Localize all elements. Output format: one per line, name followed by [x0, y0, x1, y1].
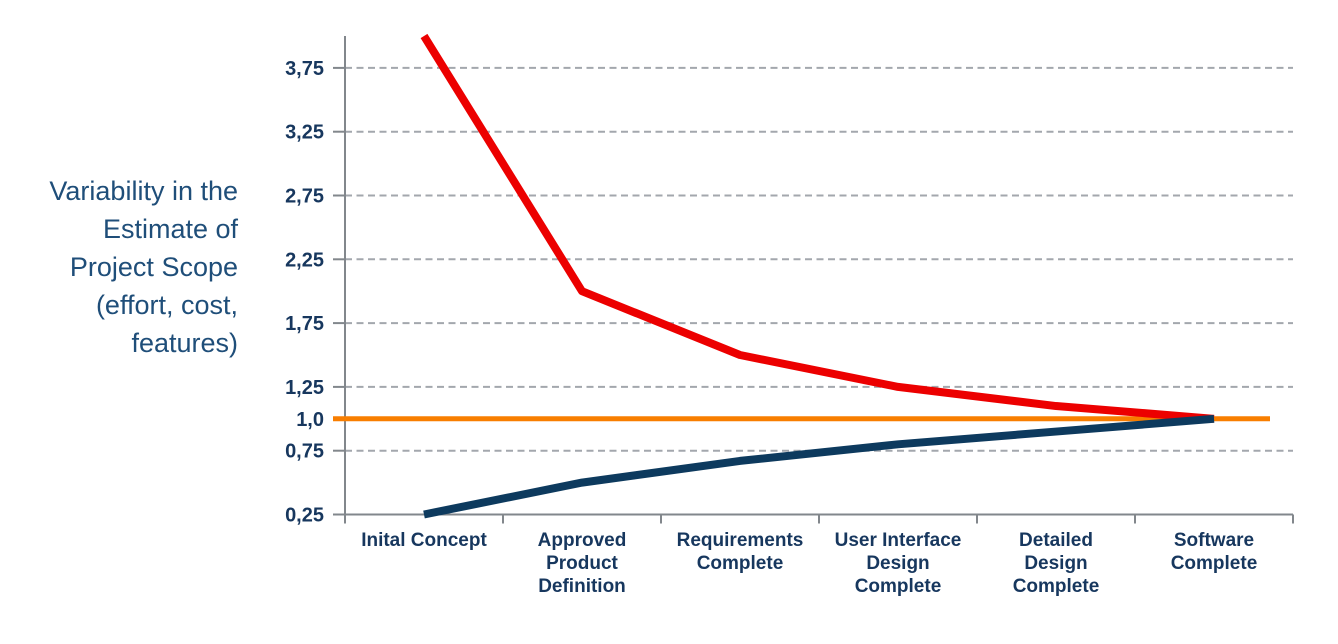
y-tick-label: 0,25	[285, 505, 324, 527]
lower-estimate-line	[423, 414, 1215, 519]
y-tick-label: 1,75	[285, 313, 324, 335]
y-tick-label: 1,25	[285, 377, 324, 399]
y-tick-label: 1,0	[296, 409, 324, 431]
y-tick-label: 3,75	[285, 58, 324, 80]
y-tick-label: 3,25	[285, 122, 324, 144]
upper-estimate-line	[420, 33, 1215, 423]
y-tick-label: 2,75	[285, 186, 324, 208]
y-axis-title: Variability in the Estimate of Project S…	[49, 176, 238, 358]
y-tick-label: 0,75	[285, 441, 324, 463]
y-tick-label: 2,25	[285, 249, 324, 271]
